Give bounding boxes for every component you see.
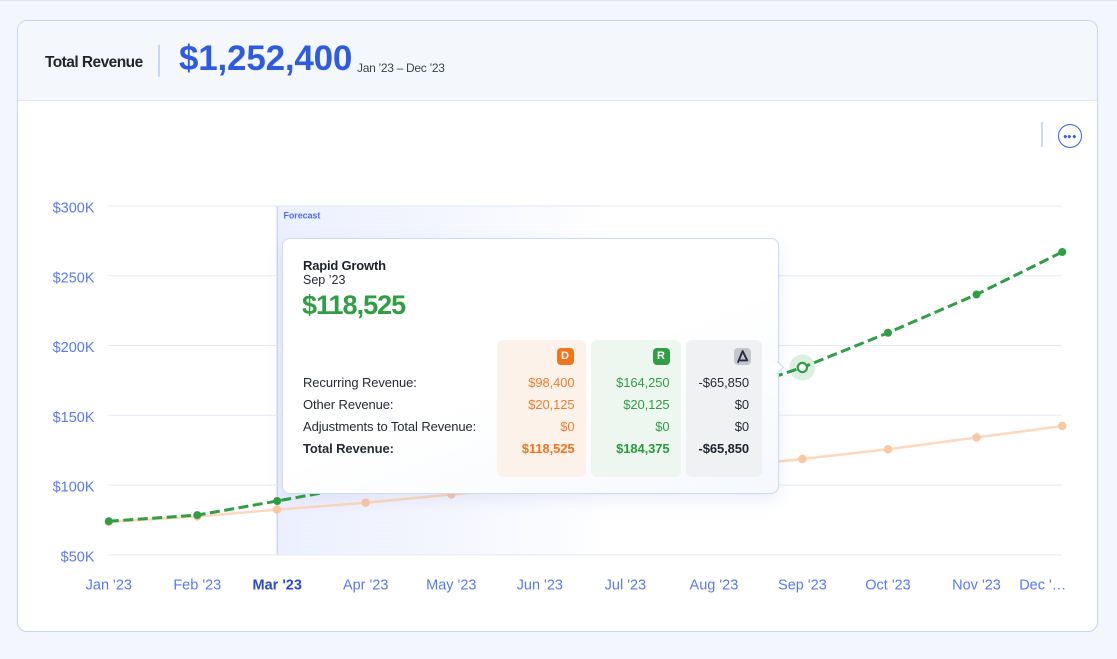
svg-text:Oct '23: Oct '23	[865, 578, 910, 594]
svg-text:$300K: $300K	[53, 201, 95, 217]
svg-text:$200K: $200K	[53, 340, 95, 356]
svg-text:Aug '23: Aug '23	[690, 578, 739, 594]
svg-text:Sep '23: Sep '23	[778, 578, 827, 594]
svg-text:$50K: $50K	[61, 550, 95, 566]
svg-text:$250K: $250K	[53, 270, 95, 286]
svg-text:$150K: $150K	[53, 410, 95, 426]
svg-text:Feb '23: Feb '23	[173, 578, 221, 594]
svg-text:Jul '23: Jul '23	[605, 578, 646, 594]
svg-text:Jan '23: Jan '23	[86, 578, 132, 594]
svg-text:Forecast: Forecast	[284, 210, 321, 220]
svg-text:Mar '23: Mar '23	[253, 578, 302, 594]
svg-text:$100K: $100K	[53, 480, 95, 496]
svg-text:May '23: May '23	[426, 578, 476, 594]
svg-text:Jun '23: Jun '23	[517, 578, 563, 594]
svg-text:Dec '…: Dec '…	[1019, 578, 1066, 594]
svg-text:Nov '23: Nov '23	[952, 578, 1001, 594]
svg-text:Apr '23: Apr '23	[343, 578, 389, 594]
